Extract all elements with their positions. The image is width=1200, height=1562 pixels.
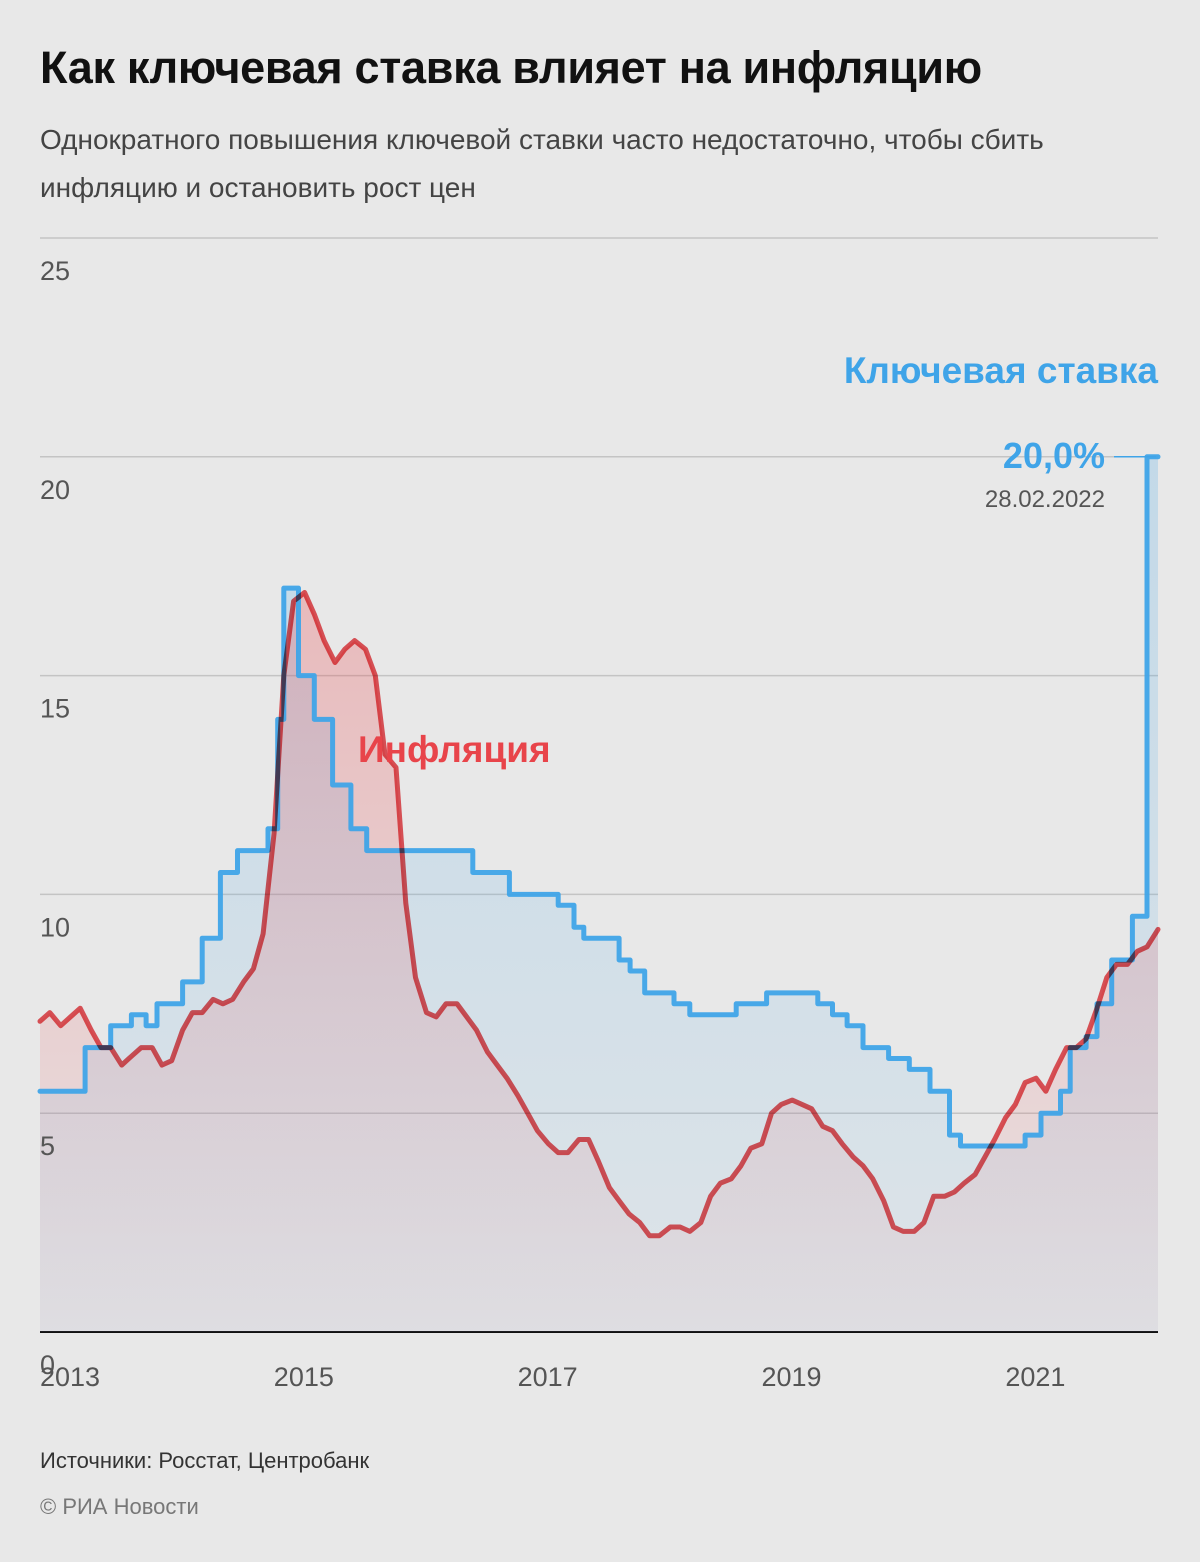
page-subtitle: Однократного повышения ключевой ставки ч… bbox=[40, 124, 1044, 203]
series-lines bbox=[37, 454, 1161, 1239]
annotation-date: 28.02.2022 bbox=[985, 486, 1105, 513]
x-tick-label: 2013 bbox=[40, 1362, 100, 1392]
inflation-line bbox=[37, 590, 1161, 1239]
key-rate-line bbox=[37, 454, 1161, 1149]
annotation-value: 20,0% bbox=[1003, 435, 1105, 476]
x-tick-label: 2015 bbox=[274, 1362, 334, 1392]
axis-ticks: 0 5 10 15 20 25 2013 2015 2017 2019 2021 bbox=[40, 256, 1065, 1392]
chart: 0 5 10 15 20 25 2013 2015 2017 2019 2021 Ключевая … bbox=[37, 237, 1161, 1392]
inflation-area bbox=[40, 592, 1158, 1332]
copyright: © РИА Новости bbox=[40, 1494, 199, 1519]
page-title: Как ключевая ставка влияет на инфляцию bbox=[40, 42, 982, 93]
y-tick-label: 5 bbox=[40, 1131, 55, 1161]
series-areas bbox=[40, 456, 1158, 1332]
y-tick-label: 10 bbox=[40, 912, 70, 942]
x-tick-label: 2019 bbox=[761, 1362, 821, 1392]
source-note: Источники: Росстат, Центробанк bbox=[40, 1448, 370, 1473]
inflation-label: Инфляция bbox=[358, 729, 551, 770]
x-tick-label: 2021 bbox=[1005, 1362, 1065, 1392]
y-tick-label: 25 bbox=[40, 256, 70, 286]
series-labels: Ключевая ставка Инфляция 20,0% 28.02.2022 bbox=[358, 350, 1158, 770]
y-tick-label: 0 bbox=[40, 1350, 55, 1380]
y-tick-label: 20 bbox=[40, 475, 70, 505]
y-tick-label: 15 bbox=[40, 694, 70, 724]
key-rate-label: Ключевая ставка bbox=[844, 350, 1159, 391]
x-tick-label: 2017 bbox=[518, 1362, 578, 1392]
